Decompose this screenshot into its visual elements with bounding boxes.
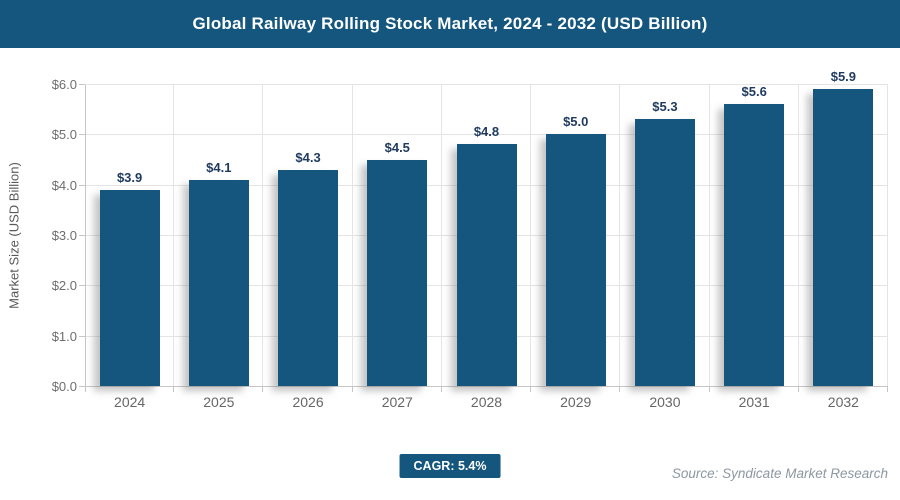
y-axis-tick-label: $1.0 (51, 328, 77, 344)
x-axis-tick (797, 387, 799, 392)
x-axis-category-label: 2028 (470, 394, 503, 410)
gridline-vertical (619, 85, 621, 387)
bar-value-label: $5.9 (830, 69, 857, 85)
gridline-vertical (887, 85, 888, 387)
source-attribution: Source: Syndicate Market Research (671, 466, 888, 481)
x-axis-tick (351, 387, 353, 392)
bar-value-label: $3.9 (116, 169, 143, 185)
bar-2029 (545, 134, 606, 386)
bar-2030 (634, 119, 695, 386)
bar-2031 (724, 104, 785, 386)
x-axis-tick (887, 387, 888, 392)
gridline-horizontal (85, 84, 888, 85)
gridline-vertical (351, 85, 353, 387)
x-axis-line (85, 386, 888, 387)
bar-2028 (456, 144, 517, 386)
x-axis-tick (262, 387, 264, 392)
y-axis-tick (79, 285, 85, 287)
y-axis-line (85, 85, 86, 387)
gridline-vertical (708, 85, 710, 387)
bar-2027 (367, 159, 428, 386)
y-axis-tick (79, 84, 85, 85)
chart-title: Global Railway Rolling Stock Market, 202… (192, 14, 708, 33)
y-axis-tick (79, 134, 85, 136)
y-axis-tick-label: $3.0 (51, 228, 77, 243)
bar-value-label: $4.8 (473, 124, 500, 140)
y-axis-tick (79, 235, 85, 236)
x-axis-category-label: 2029 (560, 394, 592, 410)
x-axis-tick (708, 387, 710, 392)
y-axis-tick-label: $5.0 (51, 127, 77, 143)
cagr-badge: CAGR: 5.4% (399, 454, 501, 478)
bar-value-label: $4.1 (206, 159, 232, 175)
bar-value-label: $5.3 (652, 99, 678, 115)
title-bar: Global Railway Rolling Stock Market, 202… (0, 0, 900, 48)
y-axis-tick-label: $2.0 (51, 278, 77, 294)
x-axis-tick (530, 387, 532, 392)
x-axis-category-label: 2032 (827, 394, 859, 410)
bar-2024 (99, 189, 160, 386)
bar-value-label: $4.3 (295, 149, 321, 165)
plot-area: $0.0 $1.0 $2.0 $3.0 $4.0 $5.0 $6.0 $3.9 2024 $4.1… (52, 69, 888, 410)
x-axis-tick (619, 387, 621, 392)
gridline-vertical (262, 85, 264, 387)
y-axis-tick (79, 386, 85, 387)
y-axis-tick (79, 184, 85, 186)
bar-2032 (813, 89, 874, 386)
x-axis-tick (85, 387, 86, 392)
bar-2025 (188, 179, 249, 386)
x-axis-tick (173, 387, 175, 392)
bar-value-label: $5.6 (741, 84, 767, 100)
x-axis-category-label: 2027 (381, 394, 413, 410)
gridline-vertical (530, 85, 532, 387)
gridline-vertical (173, 85, 175, 387)
x-axis-category-label: 2024 (114, 394, 146, 410)
x-axis-tick (440, 387, 442, 392)
y-axis-tick-label: $4.0 (51, 177, 77, 193)
bar-value-label: $4.5 (384, 139, 410, 155)
gridline-vertical (440, 85, 442, 387)
x-axis-category-label: 2025 (203, 394, 235, 410)
x-axis-category-label: 2031 (738, 394, 770, 410)
x-axis-category-label: 2026 (292, 394, 324, 410)
gridline-horizontal (85, 134, 888, 136)
y-axis-tick-label: $0.0 (51, 379, 77, 394)
bar-value-label: $5.0 (563, 114, 589, 130)
x-axis-category-label: 2030 (649, 394, 681, 410)
y-axis-tick (79, 335, 85, 337)
bar-2026 (278, 169, 339, 386)
gridline-vertical (797, 85, 799, 387)
y-axis-tick-label: $6.0 (51, 77, 77, 92)
